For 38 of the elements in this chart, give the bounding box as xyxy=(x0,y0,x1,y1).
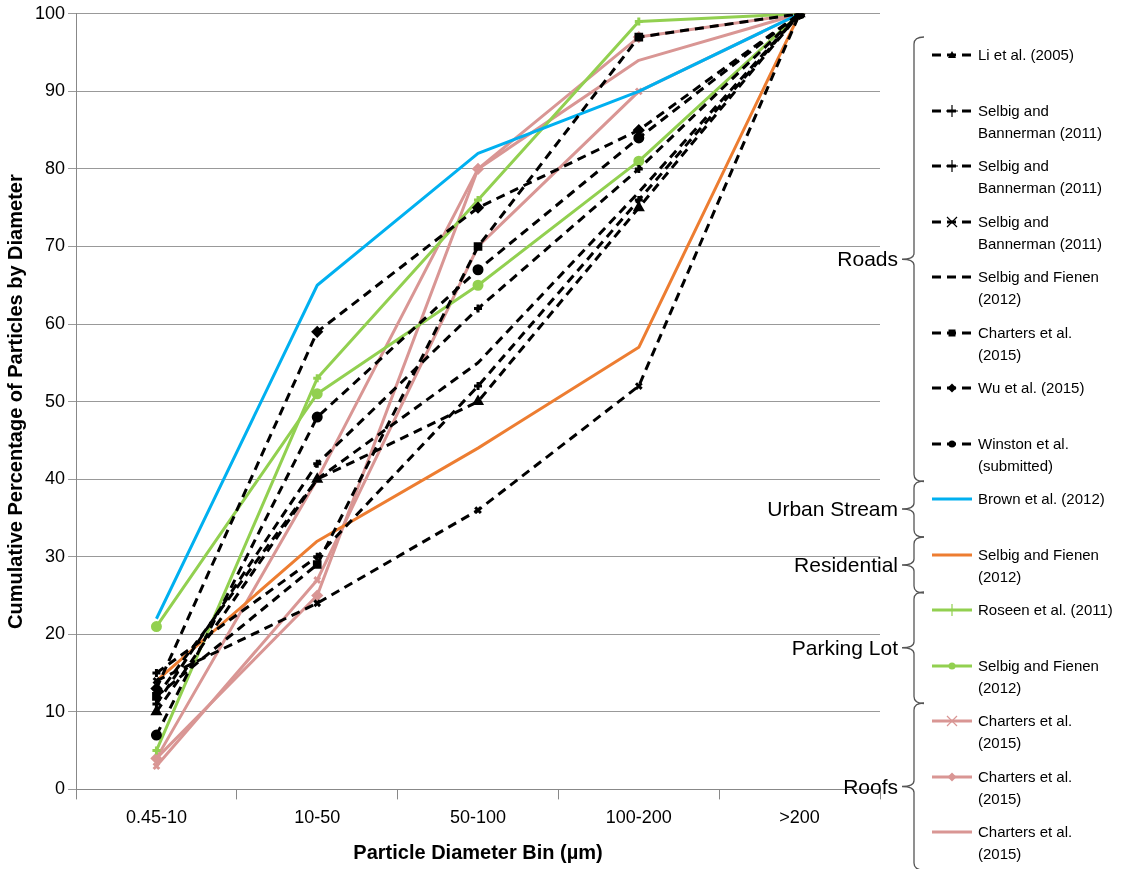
legend-label: Selbig and Fienen (2012) xyxy=(978,655,1100,698)
y-axis-title: Cumulative Percentage of Particles by Diameter xyxy=(3,174,26,629)
y-tick-label: 60 xyxy=(45,313,66,334)
legend-label: Winston et al. (submitted) xyxy=(978,433,1070,476)
y-tick-label: 40 xyxy=(45,468,66,489)
x-axis-title: Particle Diameter Bin (µm) xyxy=(353,840,603,863)
legend-label: Selbig and Bannerman (2011) xyxy=(978,211,1103,254)
legend-label: Charters et al. (2015) xyxy=(978,322,1074,365)
annotation: Roofs xyxy=(842,774,898,799)
legend-label: Li et al. (2005) xyxy=(978,45,1074,65)
y-tick-label: 10 xyxy=(45,700,66,721)
x-tick-label: >200 xyxy=(779,807,820,828)
x-tick-label: 10-50 xyxy=(294,807,341,828)
y-tick-label: 0 xyxy=(55,778,66,799)
annotation: Roads xyxy=(836,247,898,272)
legend-label: Selbig and Fienen (2012) xyxy=(978,267,1100,309)
x-tick-label: 50-100 xyxy=(449,807,507,828)
x-tick-label: 0.45-10 xyxy=(125,807,187,828)
legend-label: Wu et al. (2015) xyxy=(978,378,1085,398)
y-tick-label: 70 xyxy=(45,235,66,256)
legend-label: Brown et al. (2012) xyxy=(978,489,1105,509)
y-tick-label: 80 xyxy=(45,157,66,178)
legend-label: Selbig and Bannerman (2011) xyxy=(978,100,1103,143)
legend-label: Charters et al. (2015) xyxy=(978,711,1074,753)
annotation: Parking Lot xyxy=(790,635,898,660)
legend-label: Selbig and Bannerman (2011) xyxy=(978,156,1103,198)
y-tick-label: 30 xyxy=(45,545,66,566)
legend-label: Charters et al. (2015) xyxy=(978,766,1074,809)
x-tick-label: 100-200 xyxy=(605,807,672,828)
legend-label: Roseen et al. (2011) xyxy=(978,600,1113,620)
y-tick-label: 100 xyxy=(34,2,66,23)
y-tick-label: 20 xyxy=(45,623,66,644)
annotation: Residential xyxy=(793,552,898,577)
y-tick-label: 90 xyxy=(45,80,66,101)
legend-label: Charters et al. (2015) xyxy=(978,822,1074,864)
y-tick-label: 50 xyxy=(45,390,66,411)
legend-label: Selbig and Fienen (2012) xyxy=(978,544,1100,587)
annotation: Urban Stream xyxy=(766,497,898,521)
